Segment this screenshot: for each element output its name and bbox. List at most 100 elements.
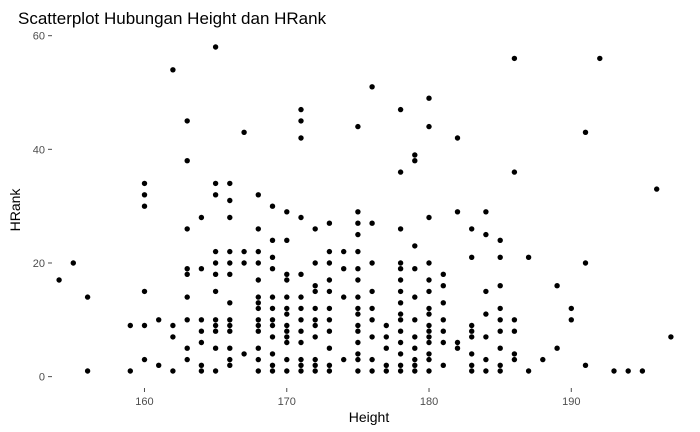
data-point: [298, 356, 304, 363]
data-point: [184, 118, 190, 124]
data-point: [141, 288, 148, 295]
data-point: [269, 317, 276, 323]
data-point: [397, 368, 404, 374]
data-point: [369, 260, 375, 266]
data-point: [397, 288, 404, 295]
data-point: [184, 317, 190, 323]
data-point: [141, 180, 148, 187]
data-point: [440, 271, 446, 277]
data-point: [298, 328, 304, 334]
data-point: [369, 356, 375, 363]
data-point: [312, 334, 318, 340]
data-point: [326, 317, 333, 323]
data-point: [426, 356, 432, 363]
data-point: [412, 152, 418, 158]
data-point: [355, 368, 361, 374]
data-point: [469, 362, 475, 368]
data-point: [469, 368, 475, 374]
data-point: [284, 305, 290, 312]
data-point: [227, 345, 233, 351]
data-point: [469, 351, 475, 357]
data-point: [212, 322, 219, 329]
data-point: [127, 322, 133, 329]
data-point: [298, 294, 304, 300]
data-point: [170, 322, 176, 329]
data-point: [511, 351, 518, 357]
data-point: [312, 362, 318, 368]
data-point: [497, 237, 503, 243]
data-point: [397, 362, 404, 368]
data-point: [227, 260, 233, 266]
data-point: [469, 254, 475, 260]
data-point: [227, 214, 233, 221]
data-point: [568, 305, 574, 312]
data-point: [497, 368, 503, 374]
data-point: [426, 368, 432, 374]
data-point: [355, 294, 361, 300]
data-point: [269, 334, 276, 340]
data-point: [355, 305, 361, 312]
data-point: [383, 368, 389, 374]
data-point: [469, 334, 475, 340]
data-point: [170, 368, 176, 374]
data-point: [355, 322, 361, 329]
data-point: [184, 345, 190, 351]
data-point: [355, 266, 361, 272]
data-point: [326, 328, 333, 334]
data-point: [184, 158, 190, 164]
data-point: [312, 317, 318, 323]
data-point: [426, 95, 432, 101]
data-point: [511, 55, 518, 62]
data-point: [654, 186, 660, 192]
data-point: [412, 362, 418, 368]
data-point: [212, 180, 219, 187]
data-point: [426, 328, 432, 334]
data-point: [426, 305, 432, 312]
data-point: [84, 368, 91, 374]
data-point: [212, 328, 219, 334]
data-point: [255, 294, 261, 300]
data-point: [70, 260, 77, 266]
data-point: [355, 311, 361, 317]
data-point: [397, 339, 404, 346]
data-point: [241, 351, 247, 357]
data-point: [284, 237, 290, 243]
data-point: [312, 226, 318, 232]
data-point: [497, 305, 503, 312]
data-point: [227, 322, 233, 329]
data-point: [141, 203, 148, 209]
data-point: [326, 277, 333, 283]
data-point: [326, 248, 333, 255]
data-point: [568, 317, 574, 323]
chart-title: Scatterplot Hubungan Height dan HRank: [18, 9, 327, 28]
data-point: [497, 345, 503, 351]
data-point: [326, 305, 333, 312]
data-point: [426, 260, 432, 266]
data-point: [255, 368, 261, 374]
data-point: [483, 356, 489, 363]
data-point: [454, 339, 461, 346]
data-point: [355, 339, 361, 346]
data-point: [212, 192, 219, 198]
data-point: [440, 317, 446, 323]
data-point: [312, 283, 318, 289]
data-point: [454, 135, 461, 141]
data-point: [525, 254, 532, 260]
data-point: [212, 44, 219, 50]
x-axis: 160 170 180 190: [135, 388, 580, 408]
data-point: [241, 248, 247, 255]
data-point: [597, 55, 603, 62]
data-point: [298, 368, 304, 374]
data-point: [298, 214, 304, 221]
data-point: [369, 368, 375, 374]
data-point: [255, 317, 261, 323]
y-tick-label: 20: [33, 258, 45, 270]
data-point: [412, 345, 418, 351]
data-point: [284, 328, 290, 334]
data-point: [426, 277, 432, 283]
data-point: [454, 345, 461, 351]
data-point: [440, 283, 446, 289]
y-axis: 0 20 40 60: [33, 31, 52, 384]
data-point: [269, 266, 276, 272]
